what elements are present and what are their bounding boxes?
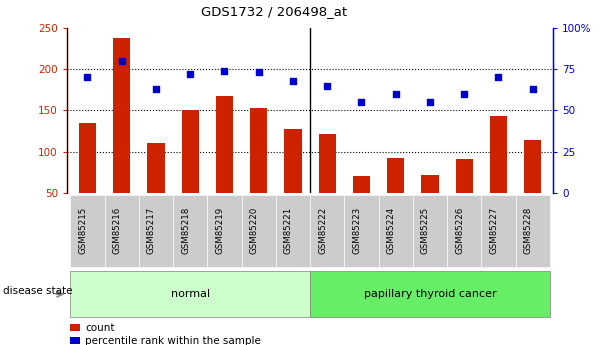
Text: GSM85225: GSM85225 [421,207,430,254]
Bar [182,110,199,235]
Point [494,75,503,80]
Text: GSM85215: GSM85215 [78,207,88,254]
Point [117,58,126,63]
Text: GSM85219: GSM85219 [215,207,224,254]
Point [425,99,435,105]
Point [219,68,229,73]
Text: GSM85228: GSM85228 [523,207,533,254]
Bar [113,38,130,235]
Bar [79,123,96,235]
Text: GSM85227: GSM85227 [489,207,499,254]
Point [83,75,92,80]
Bar [387,158,404,235]
Bar [490,116,507,235]
Bar [319,134,336,235]
Bar [421,175,438,235]
Bar [216,96,233,235]
Point [151,86,161,92]
Text: GSM85218: GSM85218 [181,207,190,254]
Point [391,91,401,97]
Bar [353,176,370,235]
Text: GSM85220: GSM85220 [250,207,258,254]
Text: count: count [85,324,115,333]
Bar [147,143,165,235]
Text: papillary thyroid cancer: papillary thyroid cancer [364,289,496,299]
Point [460,91,469,97]
Text: GSM85224: GSM85224 [387,207,396,254]
Text: GSM85221: GSM85221 [284,207,293,254]
Text: GSM85222: GSM85222 [318,207,327,254]
Text: normal: normal [171,289,210,299]
Text: GDS1732 / 206498_at: GDS1732 / 206498_at [201,5,347,18]
Point [254,70,263,75]
Text: GSM85217: GSM85217 [147,207,156,254]
Point [185,71,195,77]
Text: GSM85216: GSM85216 [112,207,122,254]
Text: disease state: disease state [3,286,72,296]
Bar [250,108,268,235]
Bar [285,129,302,235]
Text: GSM85226: GSM85226 [455,207,465,254]
Bar [524,140,541,235]
Text: GSM85223: GSM85223 [353,207,362,254]
Point [322,83,332,88]
Point [288,78,298,83]
Point [528,86,537,92]
Point [357,99,367,105]
Bar [455,159,473,235]
Text: percentile rank within the sample: percentile rank within the sample [85,336,261,345]
